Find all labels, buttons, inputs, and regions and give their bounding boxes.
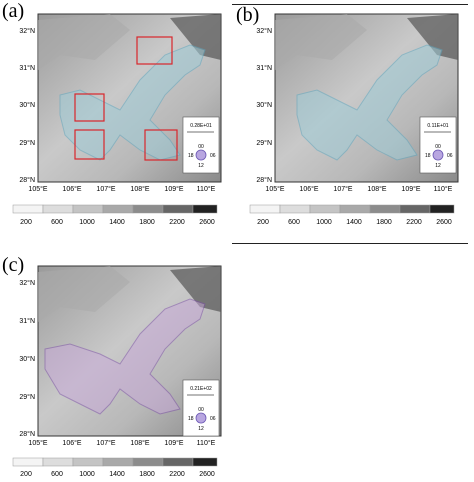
- panel-label-a: (a): [2, 0, 25, 22]
- lon-tick: 106°E: [299, 185, 318, 193]
- colorbar-tick: 1400: [346, 219, 362, 226]
- lon-tick: 109°E: [401, 185, 420, 193]
- colorbar-tick: 200: [257, 219, 269, 226]
- lat-tick: 29°N: [19, 393, 35, 401]
- clock-wheel: [195, 149, 207, 161]
- clock-label-bottom: 12: [198, 426, 204, 432]
- clock-label-top: 00: [435, 144, 441, 150]
- colorbar: 200 600 1000 1400 1800 2200 2600: [12, 204, 218, 226]
- lat-tick: 29°N: [19, 139, 35, 147]
- vector-label: 0.28E+01: [190, 123, 212, 129]
- lon-ticks: 105°E 106°E 107°E 108°E 109°E 110°E: [28, 185, 215, 193]
- divider-line: [232, 243, 468, 244]
- lon-tick: 105°E: [28, 185, 47, 193]
- lat-ticks: 32°N 31°N 30°N 29°N 28°N: [256, 27, 272, 184]
- lat-tick: 30°N: [19, 355, 35, 363]
- clock-label-right: 06: [210, 153, 216, 159]
- colorbar-tick: 600: [51, 471, 63, 478]
- colorbar-tick: 1000: [316, 219, 332, 226]
- colorbar-tick: 600: [51, 219, 63, 226]
- lon-tick: 107°E: [96, 439, 115, 447]
- vector-reference-box: [419, 116, 457, 174]
- colorbar-tick: 1800: [139, 471, 155, 478]
- lat-tick: 31°N: [19, 64, 35, 72]
- colorbar-tick: 1400: [109, 471, 125, 478]
- colorbar: 200 600 1000 1400 1800 2200 2600: [12, 457, 218, 478]
- lat-tick: 32°N: [19, 279, 35, 287]
- map-panel-c: 0.21E+02 00 06 12 18 32°N 31°N 30°N 29°N…: [12, 265, 222, 478]
- clock-label-left: 18: [188, 153, 194, 159]
- lon-tick: 105°E: [28, 439, 47, 447]
- colorbar-tick: 1800: [139, 219, 155, 226]
- colorbar-tick: 1000: [79, 219, 95, 226]
- lon-ticks: 105°E 106°E 107°E 108°E 109°E 110°E: [265, 185, 452, 193]
- lon-tick: 106°E: [62, 185, 81, 193]
- clock-wheel: [195, 412, 207, 424]
- colorbar-tick: 2600: [199, 219, 215, 226]
- lon-tick: 105°E: [265, 185, 284, 193]
- lat-tick: 28°N: [256, 176, 272, 184]
- study-region: [59, 44, 206, 161]
- lat-tick: 31°N: [19, 317, 35, 325]
- divider-line: [232, 4, 468, 5]
- panel-label-b: (b): [236, 4, 260, 26]
- clock-label-bottom: 12: [198, 163, 204, 169]
- lat-ticks: 32°N 31°N 30°N 29°N 28°N: [19, 27, 35, 184]
- vector-reference-box: [182, 116, 220, 174]
- vector-reference-box: [182, 379, 220, 437]
- lon-ticks: 105°E 106°E 107°E 108°E 109°E 110°E: [28, 439, 215, 447]
- lat-tick: 30°N: [256, 101, 272, 109]
- lon-tick: 108°E: [130, 439, 149, 447]
- colorbar: 200 600 1000 1400 1800 2200 2600: [249, 204, 455, 226]
- lat-tick: 29°N: [256, 139, 272, 147]
- colorbar-tick: 1400: [109, 219, 125, 226]
- clock-label-left: 18: [425, 153, 431, 159]
- clock-label-left: 18: [188, 416, 194, 422]
- colorbar-tick: 2600: [199, 471, 215, 478]
- colorbar-tick: 2200: [169, 471, 185, 478]
- colorbar-tick: 200: [20, 471, 32, 478]
- colorbar-tick: 1800: [376, 219, 392, 226]
- clock-wheel: [432, 149, 444, 161]
- lon-tick: 110°E: [197, 439, 216, 447]
- lon-tick: 110°E: [434, 185, 453, 193]
- lat-tick: 28°N: [19, 430, 35, 438]
- lon-tick: 106°E: [62, 439, 81, 447]
- colorbar-tick: 2200: [406, 219, 422, 226]
- lon-tick: 107°E: [333, 185, 352, 193]
- lon-tick: 110°E: [197, 185, 216, 193]
- lat-tick: 28°N: [19, 176, 35, 184]
- colorbar-tick: 200: [20, 219, 32, 226]
- study-region: [296, 44, 443, 161]
- study-region: [44, 298, 206, 415]
- clock-label-top: 00: [198, 407, 204, 413]
- lat-tick: 31°N: [256, 64, 272, 72]
- lon-tick: 108°E: [130, 185, 149, 193]
- colorbar-tick: 2200: [169, 219, 185, 226]
- lon-tick: 108°E: [367, 185, 386, 193]
- clock-label-right: 06: [210, 416, 216, 422]
- clock-label-top: 00: [198, 144, 204, 150]
- lon-tick: 109°E: [164, 439, 183, 447]
- vector-label: 0.21E+02: [190, 386, 212, 392]
- lon-tick: 107°E: [96, 185, 115, 193]
- lon-tick: 109°E: [164, 185, 183, 193]
- lat-ticks: 32°N 31°N 30°N 29°N 28°N: [19, 279, 35, 438]
- lat-tick: 32°N: [256, 27, 272, 35]
- lat-tick: 32°N: [19, 27, 35, 35]
- lat-tick: 30°N: [19, 101, 35, 109]
- red-box: [136, 36, 173, 65]
- colorbar-tick: 600: [288, 219, 300, 226]
- red-box: [74, 129, 105, 160]
- red-box: [74, 93, 105, 122]
- vector-label: 0.11E+01: [427, 123, 448, 129]
- colorbar-tick: 1000: [79, 471, 95, 478]
- map-panel-b: 0.11E+01 00 06 12 18 32°N 31°N 30°N 29°N…: [249, 13, 459, 226]
- map-panel-a: 0.28E+01 00 06 12 18 32°N 31°N 30°N 29°N…: [12, 13, 222, 226]
- colorbar-tick: 2600: [436, 219, 452, 226]
- panel-label-c: (c): [2, 254, 25, 276]
- clock-label-right: 06: [447, 153, 453, 159]
- clock-label-bottom: 12: [435, 163, 441, 169]
- red-box: [144, 129, 178, 161]
